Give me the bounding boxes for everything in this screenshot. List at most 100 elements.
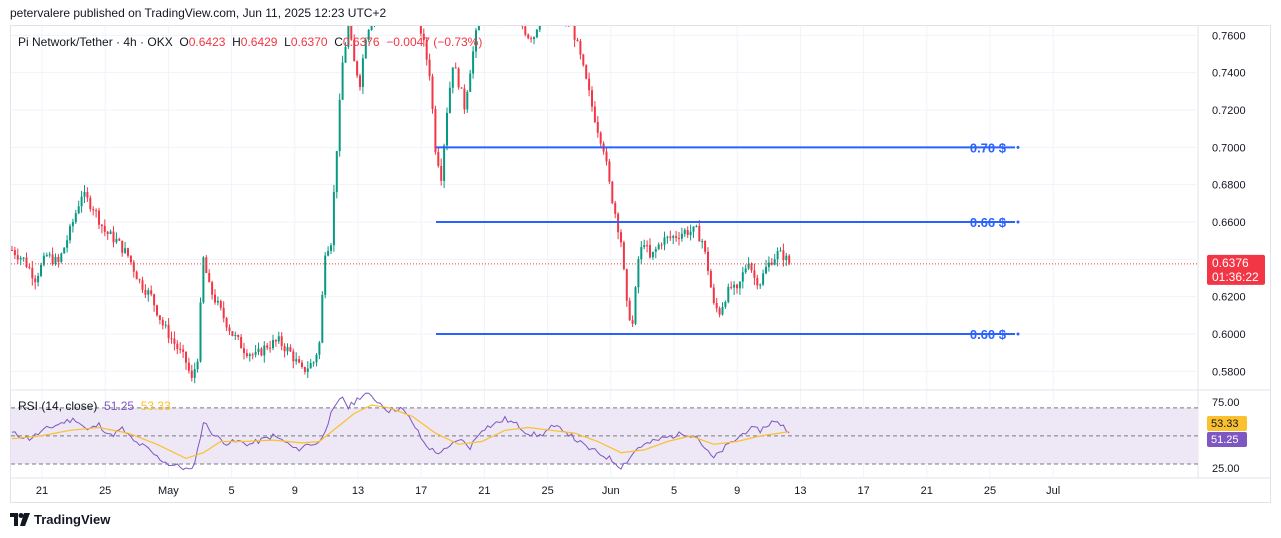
x-tick-label-21: 21 [921,485,933,497]
x-tick-label-may: May [158,485,179,497]
candle-body [164,324,167,326]
x-tick-label-25: 25 [541,485,553,497]
candle-body [646,245,649,247]
y-tick-label: 0.6200 [1212,292,1246,304]
chart-legend: Pi Network/Tether · 4h · OKX O0.6423 H0.… [18,35,482,49]
candle-body [292,351,295,362]
candle-body [374,8,376,21]
candle-body [718,308,721,315]
candle-body [19,257,22,260]
candle-body [469,73,472,92]
legend-low-label: L [284,35,291,49]
candle-body [318,342,321,355]
candle-body [179,348,182,350]
candle-body [527,34,530,39]
current-price-value: 0.6376 [1212,256,1249,270]
candle-body [425,40,428,60]
legend-symbol[interactable]: Pi Network/Tether · 4h · OKX [18,35,173,49]
candle-body [779,250,782,252]
candle-body [507,15,509,17]
y-tick-label: 0.6800 [1212,180,1246,192]
footer-brand[interactable]: TradingView [10,512,110,527]
candle-body [156,305,158,316]
candle-body [451,67,454,88]
candle-body [620,232,622,243]
candle-body [254,352,257,355]
candle-body [625,269,628,301]
candle-body [135,271,138,280]
candle-body [762,273,765,285]
x-tick-label-13: 13 [352,485,364,497]
candle-body [788,255,791,264]
candle-body [484,6,486,12]
candle-body [129,255,132,263]
candle-body [327,250,330,256]
candle-body [712,287,715,304]
candle-body [147,290,150,295]
candle-body [370,26,373,30]
candle-body [672,236,675,238]
rsi-legend: RSI (14, close) 51.25 53.33 [18,399,171,413]
candle-body [388,4,390,5]
candle-body [298,359,301,363]
rsi-ma-badge [1207,416,1247,431]
candle-body [240,336,243,349]
candle-body [173,338,176,344]
candle-body [234,335,237,337]
candle-body [353,39,356,62]
candle-body [773,259,776,265]
candle-body [103,225,106,232]
candle-body [591,90,593,107]
level-label: 0.70 $ [970,140,1007,155]
candle-body [138,279,141,281]
candle-body [124,248,127,253]
candle-body [533,37,535,40]
candle-body [565,17,567,21]
candle-body [701,241,704,243]
candle-body [13,250,16,256]
candle-body [521,26,524,27]
current-price-badge[interactable] [1207,254,1265,285]
candle-body [562,16,564,21]
candle-body [132,262,135,272]
rsi-legend-ma-value: 53.33 [140,399,171,413]
candle-body [397,3,399,5]
candle-body [434,108,437,152]
x-tick-label-jun: Jun [602,485,620,497]
candle-body [596,121,599,133]
candle-body [475,30,477,52]
candle-body [556,17,558,18]
candle-body [211,282,214,295]
candle-body [744,268,747,273]
candle-body [637,259,640,288]
candle-body [548,14,550,18]
rsi-line[interactable] [11,392,790,471]
candle-body [657,244,660,250]
candle-body [306,368,309,372]
candle-body [48,254,51,256]
candle-body [231,331,234,336]
candle-body [208,273,211,283]
bar-countdown: 01:36:22 [1212,270,1259,284]
candle-body [651,251,654,258]
candle-body [228,327,231,332]
candle-body [344,46,347,63]
candle-body [640,247,643,260]
rsi-ma-line[interactable] [11,404,790,460]
candle-body [364,39,367,59]
candle-body [582,54,585,66]
rsi-legend-label[interactable]: RSI (14, close) [18,399,98,413]
candle-body [324,255,327,295]
level-label: 0.60 $ [970,327,1007,342]
candle-body [277,336,280,342]
candle-body [617,213,620,233]
candle-body [733,284,736,288]
candle-body [260,348,263,356]
rsi-tick-label-lower: 25.00 [1212,463,1240,475]
candle-body [431,76,434,109]
candle-body [466,91,469,110]
candle-body [605,151,608,162]
candle-body [776,251,779,260]
candle-body [37,275,40,283]
